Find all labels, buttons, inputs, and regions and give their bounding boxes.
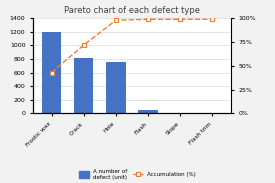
Bar <box>138 110 158 113</box>
Bar <box>106 62 126 113</box>
Bar <box>74 58 94 113</box>
Title: Pareto chart of each defect type: Pareto chart of each defect type <box>64 6 200 15</box>
Bar <box>42 32 61 113</box>
Legend: A number of
defect (unit), Accumulation (%): A number of defect (unit), Accumulation … <box>76 167 199 182</box>
